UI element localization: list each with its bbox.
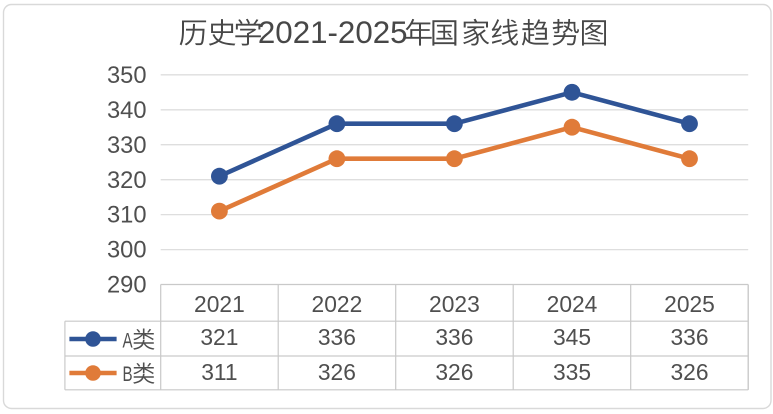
svg-text:326: 326 (318, 359, 356, 385)
svg-text:2023: 2023 (429, 291, 480, 317)
svg-text:326: 326 (670, 359, 708, 385)
svg-text:336: 336 (435, 324, 473, 350)
svg-text:290: 290 (107, 273, 147, 299)
svg-text:311: 311 (201, 359, 237, 385)
svg-text:A: A (123, 328, 134, 352)
svg-text:300: 300 (107, 238, 147, 264)
svg-text:2021: 2021 (194, 291, 245, 317)
svg-text:2024: 2024 (547, 291, 598, 317)
svg-text:320: 320 (107, 168, 147, 194)
svg-text:B: B (123, 362, 133, 386)
svg-text:2022: 2022 (312, 291, 363, 317)
svg-text:350: 350 (107, 63, 147, 89)
svg-text:336: 336 (318, 324, 356, 350)
svg-text:326: 326 (435, 359, 473, 385)
svg-text:321: 321 (200, 324, 238, 350)
svg-text:336: 336 (670, 324, 708, 350)
svg-text:310: 310 (107, 203, 147, 229)
svg-text:2021-2025: 2021-2025 (258, 15, 408, 50)
svg-text:330: 330 (107, 133, 147, 159)
svg-text:335: 335 (553, 359, 591, 385)
svg-text:345: 345 (553, 324, 591, 350)
svg-text:2025: 2025 (664, 291, 715, 317)
svg-text:340: 340 (107, 98, 147, 124)
